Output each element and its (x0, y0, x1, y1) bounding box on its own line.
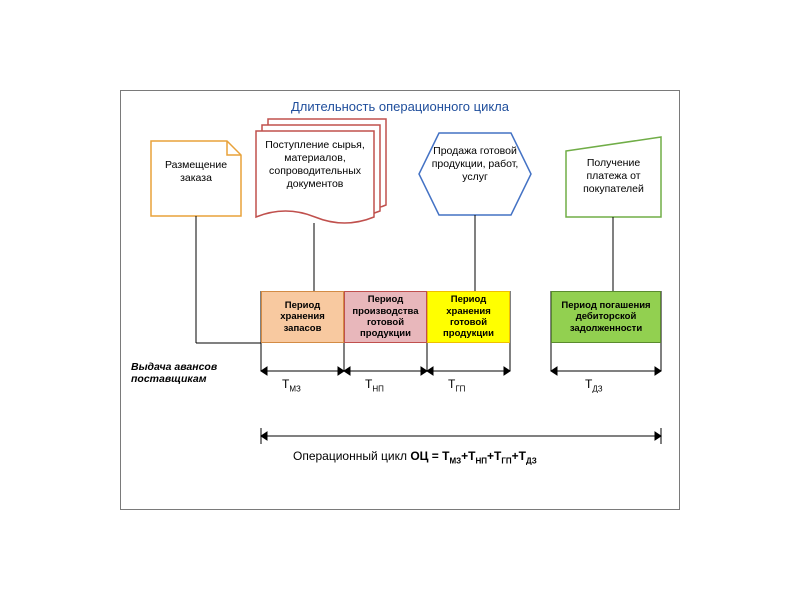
shape-label: Размещение заказа (151, 159, 241, 185)
period-dz: Период погашения дебиторской задолженнос… (551, 291, 661, 343)
formula: Операционный цикл ОЦ = ТМЗ+ТНП+ТГП+ТДЗ (293, 449, 537, 465)
shape-label: Получение платежа от покупателей (566, 157, 661, 196)
t-label: ТДЗ (585, 377, 603, 393)
shape-label: Продажа готовой продукции, работ, услуг (419, 145, 531, 184)
shape-label: Поступление сырья, материалов, сопроводи… (256, 139, 374, 192)
advance-caption-line2: поставщикам (131, 373, 206, 385)
period-np: Период производства готовой продукции (344, 291, 427, 343)
advance-caption-line1: Выдача авансов (131, 361, 217, 373)
diagram-frame: Длительность операционного цикла Размеще… (120, 90, 680, 510)
period-gp: Период хранения готовой продукции (427, 291, 510, 343)
advance-caption: Выдача авансов поставщикам (131, 361, 217, 385)
period-mz: Период хранения запасов (261, 291, 344, 343)
t-label: ТНП (365, 377, 384, 393)
t-label: ТМЗ (282, 377, 301, 393)
t-label: ТГП (448, 377, 465, 393)
